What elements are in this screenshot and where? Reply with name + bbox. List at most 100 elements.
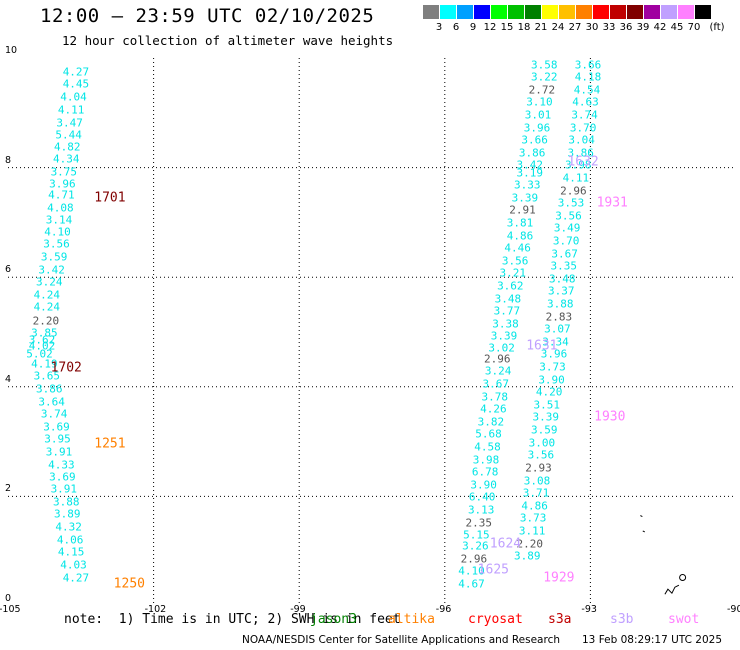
wave-height-value: 3.00 bbox=[528, 436, 556, 450]
wave-height-value: 4.27 bbox=[62, 65, 90, 79]
colorbar-swatch bbox=[576, 5, 593, 19]
wave-height-value: 4.03 bbox=[60, 558, 87, 572]
colorbar-swatch bbox=[610, 5, 627, 19]
colorbar-tick-label: 39 bbox=[636, 22, 650, 33]
wave-height-value: 5.15 bbox=[463, 528, 490, 542]
wave-height-value: 3.74 bbox=[571, 108, 598, 122]
legend-item-s3b: s3b bbox=[610, 612, 634, 627]
wave-height-value: 2.96 bbox=[560, 184, 587, 198]
wave-height-value: 4.20 bbox=[535, 385, 563, 399]
pass-time-label: 1929 bbox=[543, 570, 575, 585]
chart-title: 12:00 — 23:59 UTC 02/10/2025 bbox=[40, 5, 375, 27]
wave-height-value: 2.93 bbox=[525, 461, 552, 475]
wave-height-value: 3.88 bbox=[52, 495, 80, 509]
wave-height-value: 4.34 bbox=[52, 152, 80, 166]
longitude-tick-label: -96 bbox=[435, 604, 452, 615]
credit-text: NOAA/NESDIS Center for Satellite Applica… bbox=[242, 634, 560, 646]
island-fragment bbox=[640, 515, 643, 518]
longitude-tick-label: -102 bbox=[144, 604, 167, 615]
colorbar-tick-label: 12 bbox=[483, 22, 497, 33]
wave-height-value: 4.54 bbox=[573, 83, 601, 97]
wave-height-value: 3.56 bbox=[527, 448, 555, 462]
wave-height-value: 3.08 bbox=[523, 474, 551, 487]
colorbar-unit-label: (ft) bbox=[709, 22, 725, 33]
wave-height-value: 3.66 bbox=[574, 58, 602, 72]
legend-item-jason3: jason3 bbox=[310, 612, 357, 627]
island-fragment bbox=[664, 584, 680, 595]
wave-height-value: 3.56 bbox=[555, 209, 582, 223]
wave-height-value: 4.10 bbox=[44, 225, 71, 239]
longitude-tick-label: -105 bbox=[0, 604, 21, 615]
wave-height-value: 3.51 bbox=[533, 398, 560, 412]
wave-height-value: 3.39 bbox=[532, 410, 559, 424]
colorbar-tick-label: 70 bbox=[687, 22, 701, 33]
wave-height-value: 3.78 bbox=[481, 390, 509, 404]
colorbar-swatch bbox=[474, 5, 491, 19]
colorbar-tick-label: 3 bbox=[435, 22, 443, 33]
pass-time-label: 1632 bbox=[567, 154, 599, 170]
wave-height-value: 3.19 bbox=[516, 166, 543, 180]
wave-height-value: 3.47 bbox=[56, 116, 83, 130]
wave-height-value: 3.86 bbox=[36, 382, 63, 396]
wave-height-value: 4.46 bbox=[504, 241, 531, 255]
wave-height-value: 3.21 bbox=[499, 266, 526, 280]
wave-height-value: 3.07 bbox=[544, 322, 571, 336]
wave-height-value: 4.24 bbox=[33, 300, 61, 314]
wave-height-value: 3.91 bbox=[45, 445, 73, 459]
wave-height-value: 3.98 bbox=[472, 453, 500, 467]
wave-height-value: 3.73 bbox=[539, 360, 566, 374]
wave-height-value: 3.26 bbox=[462, 539, 489, 553]
wave-height-value: 4.19 bbox=[31, 357, 58, 371]
wave-height-value: 3.37 bbox=[548, 284, 575, 298]
wave-height-value: 3.90 bbox=[538, 373, 565, 387]
wave-height-value: 3.69 bbox=[43, 420, 70, 434]
wave-height-value: 4.06 bbox=[56, 533, 84, 547]
colorbar-swatch bbox=[644, 5, 661, 19]
colorbar-swatch bbox=[491, 5, 508, 19]
wave-height-value: 3.22 bbox=[531, 70, 558, 84]
wave-height-value: 3.34 bbox=[542, 335, 569, 349]
wave-height-value: 3.02 bbox=[488, 341, 515, 355]
wave-height-value: 3.67 bbox=[482, 377, 510, 391]
wave-height-value: 3.67 bbox=[551, 247, 578, 261]
wave-height-value: 2.96 bbox=[460, 552, 488, 566]
wave-height-value: 3.70 bbox=[552, 234, 580, 248]
timestamp-text: 13 Feb 08:29:17 UTC 2025 bbox=[582, 634, 722, 646]
wave-height-value: 4.33 bbox=[48, 458, 75, 472]
wave-height-value: 3.96 bbox=[49, 177, 76, 191]
wave-height-value: 3.64 bbox=[38, 395, 65, 409]
wave-height-value: 2.20 bbox=[516, 537, 543, 551]
wave-height-value: 3.62 bbox=[497, 279, 524, 293]
colorbar-swatch bbox=[525, 5, 542, 19]
wave-height-value: 3.90 bbox=[470, 478, 497, 492]
wave-height-value: 3.24 bbox=[36, 275, 63, 289]
wave-height-value: 3.49 bbox=[553, 221, 581, 235]
colorbar-tick-label: 42 bbox=[653, 22, 667, 33]
wave-height-value: 3.77 bbox=[493, 304, 521, 318]
wave-height-value: 3.59 bbox=[40, 250, 68, 264]
wave-height-value: 3.86 bbox=[567, 146, 594, 160]
wave-height-value: 4.24 bbox=[33, 288, 61, 302]
legend-item-swot: swot bbox=[668, 612, 700, 627]
wave-height-value: 4.02 bbox=[28, 339, 56, 353]
wave-height-value: 4.58 bbox=[474, 440, 501, 454]
wave-height-value: 4.11 bbox=[562, 171, 590, 185]
wave-height-value: 3.56 bbox=[501, 254, 529, 268]
longitude-tick-label: -90 bbox=[727, 604, 740, 615]
wave-height-value: 5.02 bbox=[26, 347, 53, 361]
colorbar-tick-label: 30 bbox=[585, 22, 599, 33]
map-canvas bbox=[8, 58, 736, 606]
wave-height-value: 6.78 bbox=[471, 465, 499, 479]
pass-time-label: 1624 bbox=[489, 536, 522, 552]
colorbar-swatch bbox=[593, 5, 610, 19]
wave-height-value: 3.33 bbox=[514, 178, 541, 192]
wave-height-value: 3.42 bbox=[38, 263, 65, 277]
wave-height-value: 2.91 bbox=[509, 203, 536, 217]
wave-height-value: 3.65 bbox=[33, 369, 61, 383]
wave-height-value: 3.89 bbox=[514, 549, 541, 563]
wave-height-value: 3.70 bbox=[569, 121, 597, 135]
colorbar-swatch bbox=[661, 5, 678, 19]
wave-height-value: 3.95 bbox=[44, 432, 71, 446]
wave-height-value: 3.66 bbox=[521, 133, 548, 147]
wave-height-value: 5.44 bbox=[55, 128, 82, 142]
